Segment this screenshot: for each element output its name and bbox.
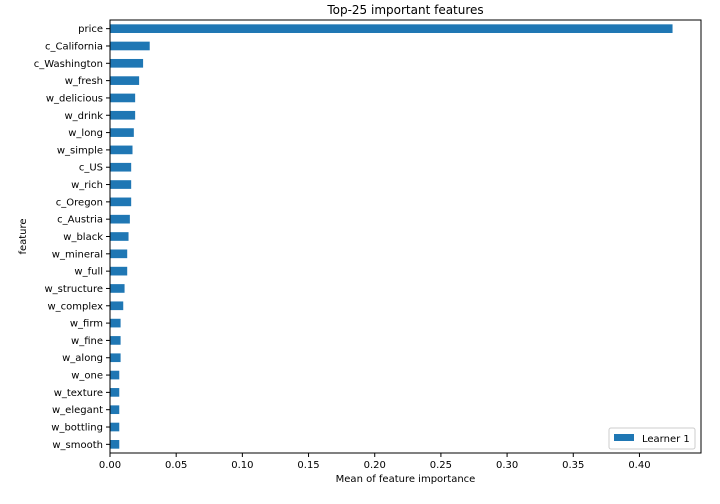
y-tick-label: c_Washington <box>34 59 103 70</box>
y-tick-label: w_full <box>74 267 103 278</box>
x-tick-label: 0.25 <box>430 460 452 471</box>
y-tick-label: w_along <box>62 353 103 364</box>
bar-c-austria <box>110 214 130 224</box>
x-tick-label: 0.05 <box>165 460 187 471</box>
bar-w-mineral <box>110 249 128 259</box>
bar-w-rich <box>110 180 132 189</box>
chart-title: Top-25 important features <box>326 3 483 17</box>
y-tick-label: w_smooth <box>52 440 103 451</box>
bar-w-black <box>110 232 129 241</box>
bars-layer <box>110 24 673 449</box>
bar-w-texture <box>110 388 120 397</box>
y-tick-label: w_long <box>68 128 103 139</box>
bar-w-bottling <box>110 422 120 432</box>
bar-w-delicious <box>110 93 136 103</box>
y-tick-label: price <box>78 24 103 35</box>
bar-w-one <box>110 370 120 380</box>
legend-box <box>608 427 696 450</box>
x-tick-label: 0.35 <box>562 460 584 471</box>
bar-c-oregon <box>110 197 132 207</box>
y-tick-label: w_texture <box>54 388 103 399</box>
legend-label: Learner 1 <box>642 434 690 445</box>
y-tick-label: w_structure <box>44 284 103 295</box>
y-tick-label: w_elegant <box>52 405 103 416</box>
y-tick-label: c_Oregon <box>56 197 103 208</box>
bar-w-long <box>110 128 134 137</box>
x-tick-label: 0.20 <box>364 460 386 471</box>
y-tick-label: c_US <box>79 163 103 174</box>
bar-w-elegant <box>110 405 120 415</box>
bar-c-california <box>110 41 150 51</box>
y-tick-label: w_black <box>63 232 103 243</box>
bar-c-washington <box>110 58 144 68</box>
y-tick-label: w_mineral <box>52 249 103 260</box>
y-tick-label: w_drink <box>64 111 103 122</box>
bar-w-fine <box>110 336 121 345</box>
x-tick-label: 0.30 <box>496 460 518 471</box>
bar-w-firm <box>110 318 121 328</box>
plot-frame <box>109 19 702 454</box>
bar-w-along <box>110 353 121 363</box>
y-tick-label: w_bottling <box>51 423 103 434</box>
y-tick-label: w_fine <box>71 336 103 347</box>
bar-w-structure <box>110 284 125 293</box>
y-tick-label: w_delicious <box>46 93 103 104</box>
x-axis-label: Mean of feature importance <box>336 474 476 485</box>
bar-w-smooth <box>110 440 120 449</box>
y-tick-label: w_simple <box>57 145 103 156</box>
y-tick-label: w_fresh <box>65 76 103 87</box>
x-axis: 0.00 0.05 0.10 0.15 0.20 0.25 0.30 0.35 0.40 <box>99 453 651 471</box>
bar-w-full <box>110 266 128 276</box>
y-tick-label: w_firm <box>70 319 103 330</box>
bar-w-complex <box>110 301 124 311</box>
x-tick-label: 0.15 <box>297 460 319 471</box>
y-tick-label: c_Austria <box>57 215 103 226</box>
y-axis: price c_California c_Washington w_fresh w_de… <box>34 24 110 451</box>
y-tick-label: w_rich <box>71 180 103 191</box>
y-axis-label: feature <box>18 218 29 254</box>
x-tick-label: 0.40 <box>628 460 650 471</box>
y-tick-label: w_one <box>71 371 103 382</box>
bar-w-simple <box>110 145 133 155</box>
bar-c-us <box>110 162 132 172</box>
x-tick-label: 0.00 <box>99 460 121 471</box>
x-tick-label: 0.10 <box>231 460 253 471</box>
legend-swatch <box>614 434 634 441</box>
legend: Learner 1 <box>608 427 696 450</box>
y-tick-label: c_California <box>45 41 103 52</box>
bar-price <box>110 24 673 33</box>
bar-w-drink <box>110 110 136 120</box>
y-tick-label: w_complex <box>47 301 103 312</box>
bar-w-fresh <box>110 76 140 85</box>
